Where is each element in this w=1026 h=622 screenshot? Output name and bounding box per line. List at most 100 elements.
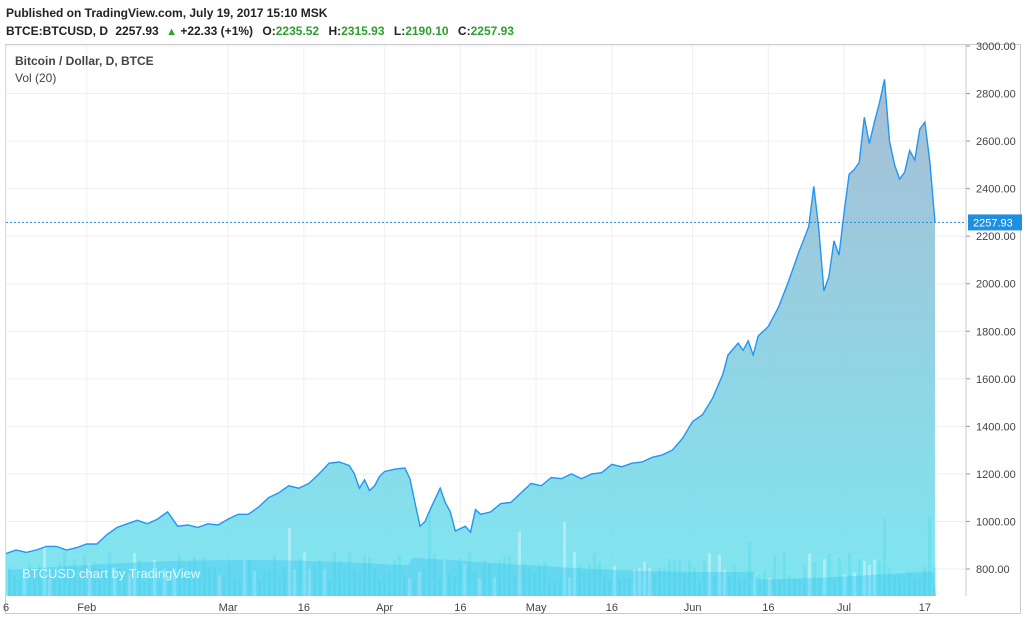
volume-bar: [518, 531, 521, 596]
volume-bar: [238, 581, 241, 596]
volume-bar: [918, 579, 921, 596]
volume-bar: [388, 572, 391, 596]
volume-bar: [598, 561, 601, 596]
price-axis[interactable]: 800.00 1000.00 1200.00 1400.00 1600.00 1800.0…: [965, 41, 1016, 596]
volume-bar: [778, 581, 781, 596]
volume-bar: [403, 575, 406, 596]
volume-bar: [223, 577, 226, 596]
price-area: [6, 79, 935, 597]
volume-bar: [8, 567, 11, 596]
volume-bar: [863, 560, 866, 596]
y-tick-label: 1600.00: [976, 374, 1016, 386]
last-price-badge-bg: [968, 214, 1022, 231]
volume-bar: [673, 560, 676, 596]
volume-ma-band: [8, 557, 936, 596]
volume-bar: [903, 577, 906, 596]
y-tick-label: 1200.00: [976, 469, 1016, 481]
up-arrow-icon: ▲: [166, 26, 177, 38]
volume-bar: [493, 577, 496, 596]
volume-bar: [773, 555, 776, 596]
volume-bar: [668, 558, 671, 596]
volume-bar: [578, 564, 581, 596]
volume-bar: [393, 559, 396, 596]
volume-bar: [318, 559, 321, 596]
volume-bar: [743, 579, 746, 596]
quote-line: BTCE:BTCUSD, D 2257.93 ▲ +22.33 (+1%) O:…: [6, 22, 514, 41]
volume-bar: [53, 576, 56, 596]
volume-bar: [153, 559, 156, 596]
volume-bar: [843, 574, 846, 596]
chart-legend: Bitcoin / Dollar, D, BTCE Vol (20): [15, 53, 154, 87]
volume-bar: [383, 574, 386, 596]
volume-bar: [313, 565, 316, 596]
y-tick-label: 800.00: [976, 564, 1010, 576]
volume-bar: [913, 576, 916, 596]
volume-bar: [228, 563, 231, 596]
volume-bar: [593, 553, 596, 596]
volume-bar: [798, 579, 801, 596]
close-value: 2257.93: [470, 24, 514, 38]
volume-bar: [808, 553, 811, 596]
volume-bar: [893, 577, 896, 596]
volume-bar: [288, 528, 291, 596]
volume-bar: [13, 574, 16, 596]
volume-bar: [708, 553, 711, 596]
volume-bar: [573, 552, 576, 596]
y-tick-label: 2400.00: [976, 184, 1016, 196]
volume-bar: [783, 552, 786, 596]
volume-bar: [338, 561, 341, 596]
y-tick-label: 1000.00: [976, 516, 1016, 528]
volume-bar: [378, 579, 381, 596]
volume-bar: [788, 575, 791, 596]
volume-bar: [733, 564, 736, 596]
high-label: H:: [328, 24, 342, 38]
volume-bar: [558, 579, 561, 596]
last-price-badge: 2257.93: [6, 214, 1022, 231]
volume-bar: [443, 560, 446, 596]
volume-bar: [608, 580, 611, 596]
price-change: +22.33 (+1%): [180, 24, 254, 38]
volume-bar: [548, 582, 551, 596]
volume-bar: [438, 579, 441, 596]
y-tick-label: 3000.00: [976, 41, 1016, 53]
price-line: [5, 79, 936, 555]
volume-bar: [428, 515, 431, 596]
volume-bar: [48, 578, 51, 596]
volume-bar: [793, 578, 796, 596]
volume-bar: [213, 567, 216, 596]
volume-bar: [818, 578, 821, 596]
watermark: BTCUSD chart by TradingView: [22, 566, 201, 581]
volume-bar: [193, 557, 196, 596]
volume-bar: [583, 572, 586, 596]
time-axis[interactable]: 6 Feb Mar 16 Apr 16 May 16 Jun 16 Jul 17: [3, 602, 931, 614]
volume-bar: [218, 575, 221, 596]
volume-bar: [468, 553, 471, 596]
volume-bar: [118, 568, 121, 596]
volume-bar: [43, 540, 46, 596]
volume-bar: [148, 575, 151, 596]
volume-bar: [183, 577, 186, 596]
volume-bar: [813, 562, 816, 596]
series-line: [5, 79, 936, 555]
volume-bar: [143, 581, 146, 596]
volume-bar: [883, 518, 886, 596]
volume-bar: [78, 579, 81, 596]
high-value: 2315.93: [341, 24, 385, 38]
volume-bar: [838, 558, 841, 596]
volume-bar: [248, 560, 251, 596]
volume-bar: [63, 552, 66, 596]
volume-bar: [273, 554, 276, 596]
volume-bar: [628, 578, 631, 596]
x-tick-label: Mar: [219, 602, 238, 614]
volume-bar: [128, 573, 131, 596]
last-price: 2257.93: [115, 24, 159, 38]
volume-bar: [408, 578, 411, 596]
x-tick-label: 6: [3, 602, 9, 614]
chart-header: Published on TradingView.com, July 19, 2…: [6, 4, 514, 41]
volume-bar: [33, 574, 36, 596]
legend-title: Bitcoin / Dollar, D, BTCE: [15, 54, 154, 68]
volume-bar: [138, 559, 141, 596]
volume-bar: [563, 521, 566, 596]
volume-bar: [928, 516, 931, 596]
